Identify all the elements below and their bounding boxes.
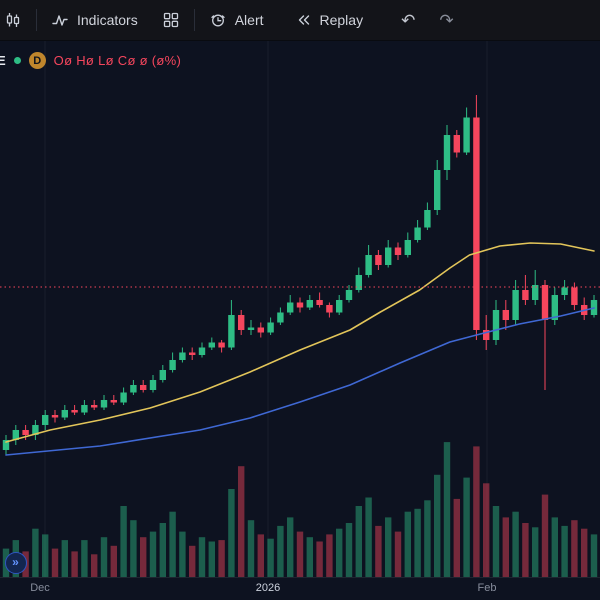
layout-grid-button[interactable] <box>153 5 189 35</box>
indicators-label: Indicators <box>77 12 138 28</box>
undo-button[interactable]: ↶ <box>392 6 424 35</box>
redo-icon: ↷ <box>439 10 454 30</box>
alert-button[interactable]: Alert <box>200 5 273 35</box>
time-axis[interactable]: Dec 2026 Feb <box>0 577 600 600</box>
alarm-clock-icon <box>209 11 227 29</box>
chart-style-button[interactable] <box>0 5 31 35</box>
toolbar-separator <box>36 9 37 31</box>
pane-expand-button[interactable]: » <box>5 552 27 574</box>
time-axis-label: Dec <box>30 582 50 594</box>
alert-label: Alert <box>234 12 264 28</box>
layout-grid-icon <box>162 11 180 29</box>
toolbar-separator <box>193 9 195 31</box>
replay-rewind-icon <box>294 11 312 29</box>
indicators-button[interactable]: Indicators <box>42 5 147 35</box>
time-axis-label: 2026 <box>255 582 281 594</box>
replay-button[interactable]: Replay <box>285 5 373 35</box>
undo-icon: ↶ <box>401 10 416 30</box>
replay-label: Replay <box>319 12 364 28</box>
candlestick-style-icon <box>4 11 22 29</box>
indicators-icon <box>51 11 69 29</box>
top-toolbar: Indicators Alert Replay ↶ <box>0 0 600 41</box>
time-axis-label: Feb <box>477 582 497 594</box>
redo-button[interactable]: ↷ <box>430 6 462 35</box>
